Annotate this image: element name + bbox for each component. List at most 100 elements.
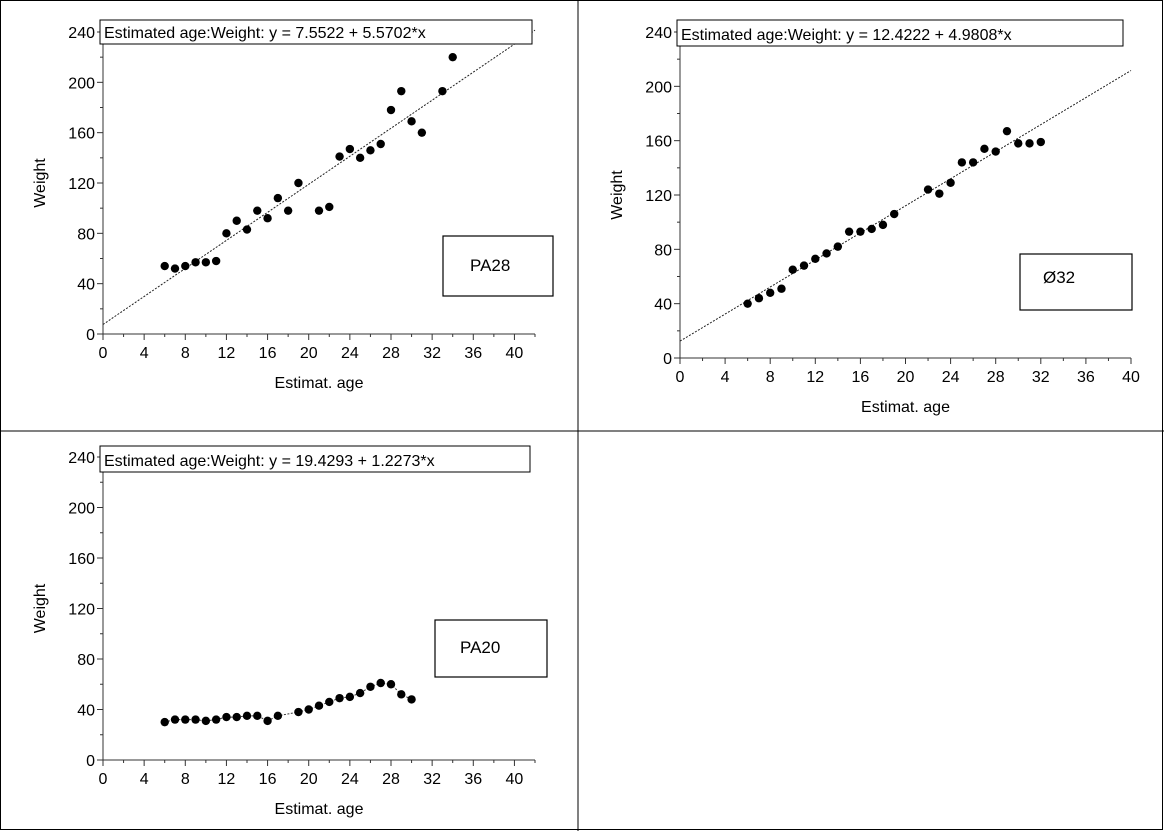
panel-label-text: PA20 [460, 638, 500, 657]
data-point [1025, 139, 1034, 148]
data-point [345, 144, 355, 154]
data-point [160, 717, 169, 727]
data-point [222, 712, 231, 722]
y-axis-label: Weight [609, 170, 626, 220]
data-point [1036, 137, 1046, 147]
data-point [935, 189, 944, 198]
series-line [164, 682, 412, 723]
data-point [232, 216, 241, 225]
y-tick-label: 80 [77, 652, 95, 669]
data-point [867, 224, 876, 234]
data-point [397, 86, 406, 96]
x-tick-label: 16 [259, 771, 277, 788]
x-tick-label: 4 [140, 345, 149, 362]
panel-label-box [1019, 253, 1133, 311]
x-tick-label: 20 [300, 771, 318, 788]
data-point [181, 715, 190, 724]
data-point [397, 690, 406, 699]
panel-label-text: Ø32 [1043, 268, 1075, 287]
data-point [273, 711, 283, 721]
y-tick-label: 240 [68, 25, 95, 42]
data-point [191, 258, 200, 267]
data-point [170, 264, 180, 273]
y-tick-label: 120 [68, 602, 95, 619]
data-point [191, 715, 200, 724]
panel-label-box [442, 235, 554, 297]
y-tick-label: 120 [645, 188, 672, 205]
data-point [263, 214, 272, 223]
y-tick-label: 160 [68, 551, 95, 568]
regression-line [102, 29, 536, 325]
x-tick-label: 36 [464, 771, 482, 788]
data-point [314, 701, 324, 710]
data-point [766, 288, 775, 297]
data-point [386, 680, 396, 689]
x-tick-label: 0 [676, 369, 685, 386]
x-tick-label: 36 [1077, 369, 1095, 386]
data-point [923, 185, 933, 194]
data-point [833, 242, 843, 251]
data-point [946, 178, 955, 187]
y-tick-label: 0 [86, 327, 95, 344]
x-tick-label: 24 [341, 771, 359, 788]
panel-label-box [434, 619, 548, 678]
data-point [991, 147, 1000, 156]
y-tick-label: 40 [77, 703, 95, 720]
x-tick-label: 0 [99, 771, 108, 788]
data-point [799, 261, 809, 270]
data-point [407, 117, 416, 126]
y-tick-label: 200 [68, 501, 95, 518]
x-tick-label: 12 [218, 345, 236, 362]
data-point [335, 152, 344, 161]
data-point [345, 692, 355, 702]
data-point [242, 711, 252, 721]
x-axis-label: Estimat. age [275, 801, 364, 818]
x-tick-label: 0 [99, 345, 108, 362]
y-tick-label: 40 [77, 277, 95, 294]
x-tick-label: 40 [506, 771, 524, 788]
x-tick-label: 24 [341, 345, 359, 362]
equation-box [99, 445, 531, 473]
data-point [355, 153, 365, 163]
equation-text: Estimated age:Weight: y = 7.5522 + 5.570… [104, 25, 426, 42]
x-axis-label: Estimat. age [275, 375, 364, 392]
y-tick-label: 120 [68, 176, 95, 193]
regression-line [679, 70, 1132, 342]
x-tick-label: 24 [942, 369, 960, 386]
data-point [822, 249, 831, 258]
y-tick-label: 160 [645, 134, 672, 151]
x-tick-label: 28 [987, 369, 1005, 386]
data-point [448, 52, 457, 62]
data-point [211, 715, 221, 724]
x-tick-label: 8 [181, 771, 190, 788]
x-tick-label: 12 [218, 771, 236, 788]
data-point [811, 254, 820, 264]
data-point [968, 158, 978, 167]
y-axis-label: Weight [32, 158, 49, 208]
data-point [294, 707, 303, 717]
chart-panel-pa28: 0 4 8 12 16 20 24 28 32 36 40 0 40 80 120 160 200 240 Esti… [32, 19, 554, 392]
data-point [201, 716, 211, 726]
data-point [325, 202, 334, 212]
x-tick-label: 20 [300, 345, 318, 362]
data-point [407, 695, 416, 704]
data-point [754, 294, 764, 303]
data-point [263, 716, 272, 726]
chart-panel-pa20: 0 4 8 12 16 20 24 28 32 36 40 0 40 80 120 160 200 240 Esti… [32, 445, 548, 818]
y-tick-label: 80 [77, 226, 95, 243]
data-point [304, 705, 313, 714]
data-point [253, 711, 262, 721]
data-point [366, 146, 375, 155]
x-tick-label: 40 [1122, 369, 1140, 386]
data-point [294, 178, 303, 188]
data-point [438, 86, 447, 96]
data-point [743, 299, 752, 308]
data-point [1014, 139, 1023, 148]
x-tick-label: 20 [897, 369, 915, 386]
data-point [314, 206, 324, 215]
x-tick-label: 40 [506, 345, 524, 362]
data-point [160, 261, 169, 271]
data-point [181, 261, 190, 271]
